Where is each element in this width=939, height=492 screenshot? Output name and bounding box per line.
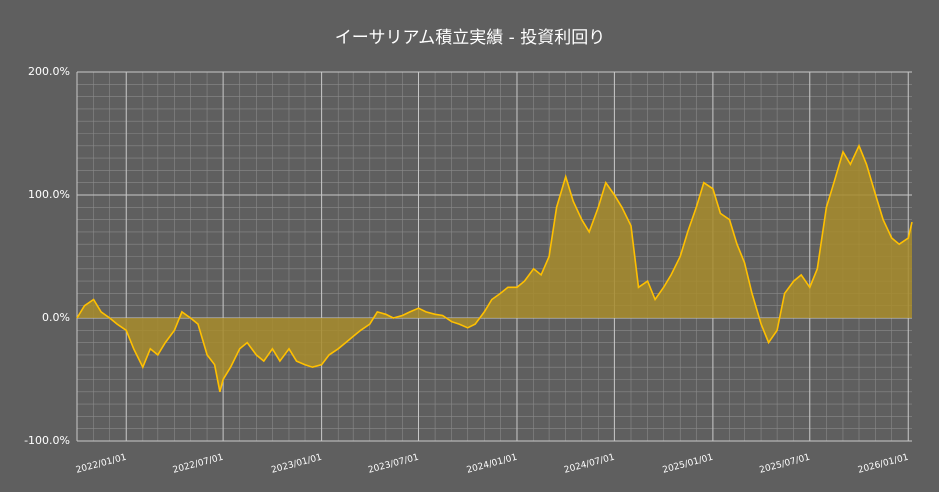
line xyxy=(76,143,913,393)
y-tick-label: -100.0% xyxy=(24,434,70,447)
x-tick-label: 2026/01/01 xyxy=(857,453,910,476)
x-tick-label: 2024/07/01 xyxy=(563,453,616,476)
y-tick-label: 0.0% xyxy=(42,311,70,324)
y-tick-label: 100.0% xyxy=(28,188,70,201)
chart-title: イーサリアム積立実績 - 投資利回り xyxy=(335,28,605,48)
x-tick-label: 2025/07/01 xyxy=(758,453,811,476)
x-tick-label: 2024/01/01 xyxy=(466,453,519,476)
area xyxy=(77,145,912,392)
x-tick-label: 2022/07/01 xyxy=(172,453,225,476)
x-tick-label: 2023/07/01 xyxy=(367,453,420,476)
x-tick-label: 2022/01/01 xyxy=(75,453,128,476)
x-tick-label: 2025/01/01 xyxy=(662,453,715,476)
x-tick-label: 2023/01/01 xyxy=(270,453,323,476)
y-tick-label: 200.0% xyxy=(28,65,70,78)
